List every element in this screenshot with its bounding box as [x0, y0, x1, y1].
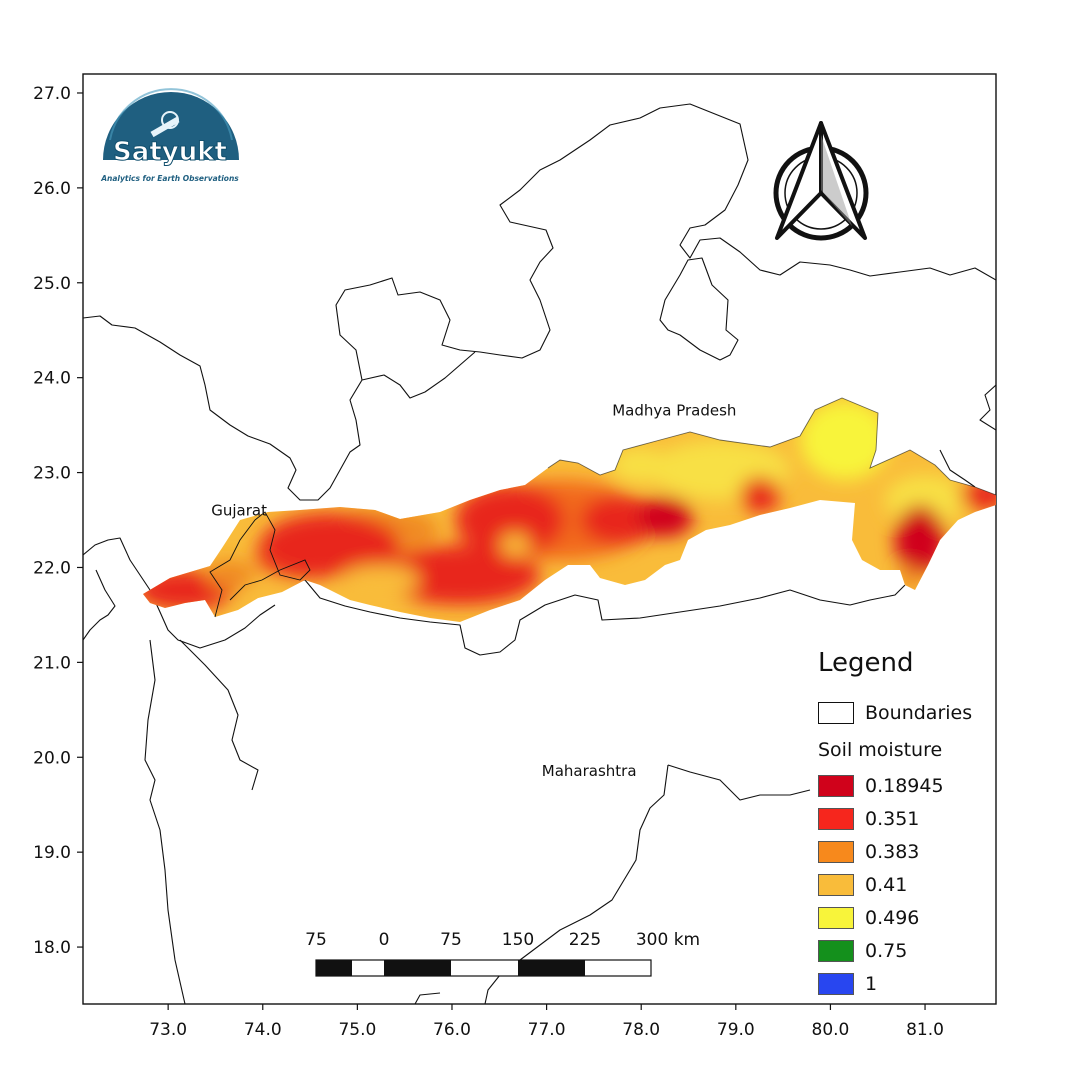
legend-classes: 0.18945 0.351 0.383 0.41 0.496 0.75 1: [818, 769, 998, 1000]
scale-segment: [384, 960, 451, 976]
y-tick-label: 21.0: [33, 653, 71, 673]
legend-class-label: 1: [865, 972, 878, 995]
legend-class-label: 0.351: [865, 807, 920, 830]
state-boundaries: [83, 103, 996, 1004]
legend-class-label: 0.18945: [865, 774, 944, 797]
x-tick-label: 78.0: [622, 1020, 660, 1040]
legend-title: Legend: [818, 648, 914, 678]
x-tick-label: 79.0: [717, 1020, 755, 1040]
legend-class-row: 0.383: [818, 835, 998, 868]
y-tick-label: 27.0: [33, 84, 71, 104]
place-label: Maharashtra: [542, 762, 637, 780]
place-labels: Gujarat Madhya Pradesh Maharashtra: [211, 402, 736, 781]
x-tick-label: 76.0: [433, 1020, 471, 1040]
y-tick-label: 19.0: [33, 843, 71, 863]
scale-label: 150: [502, 930, 534, 950]
y-axis: 27.0 26.0 25.0 24.0 23.0 22.0 21.0 20.0 19.0 18.0: [33, 84, 83, 958]
scale-segment: [316, 960, 352, 976]
x-tick-label: 77.0: [528, 1020, 566, 1040]
y-tick-label: 24.0: [33, 369, 71, 389]
y-tick-label: 18.0: [33, 938, 71, 958]
legend-class-row: 0.41: [818, 868, 998, 901]
legend-class-row: 0.496: [818, 901, 998, 934]
legend-class-row: 1: [818, 967, 998, 1000]
legend-swatch: [818, 972, 854, 995]
y-tick-label: 22.0: [33, 558, 71, 578]
x-tick-label: 73.0: [149, 1020, 187, 1040]
y-tick-label: 23.0: [33, 464, 71, 484]
x-tick-label: 74.0: [244, 1020, 282, 1040]
legend-class-label: 0.383: [865, 840, 920, 863]
x-axis: 73.0 74.0 75.0 76.0 77.0 78.0 79.0 80.0 81.0: [149, 1004, 944, 1040]
legend-swatch: [818, 840, 854, 863]
legend-class-row: 0.351: [818, 802, 998, 835]
legend-class-row: 0.18945: [818, 769, 998, 802]
legend-subtitle: Soil moisture: [818, 739, 943, 761]
y-tick-label: 26.0: [33, 179, 71, 199]
y-tick-label: 25.0: [33, 274, 71, 294]
scale-label: 0: [379, 930, 390, 950]
scale-bar: 75 0 75 150 225 300 km: [305, 930, 700, 977]
legend-class-row: 0.75: [818, 934, 998, 967]
legend-swatch: [818, 873, 854, 896]
boundary-swatch: [818, 701, 854, 724]
legend-boundaries-label: Boundaries: [865, 701, 973, 724]
x-tick-label: 81.0: [906, 1020, 944, 1040]
legend-class-label: 0.75: [865, 939, 908, 962]
internal-boundary: [209, 511, 311, 618]
legend-boundaries: Boundaries: [818, 696, 998, 729]
y-tick-label: 20.0: [33, 748, 71, 768]
logo-name: Satyukt: [113, 137, 227, 167]
legend: Legend Boundaries Soil moisture 0.18945 0…: [818, 646, 998, 1000]
place-label: Gujarat: [211, 501, 267, 519]
x-tick-label: 80.0: [812, 1020, 850, 1040]
north-arrow-icon: [773, 121, 869, 241]
legend-swatch: [818, 939, 854, 962]
legend-class-label: 0.41: [865, 873, 908, 896]
legend-swatch: [818, 774, 854, 797]
legend-swatch: [818, 807, 854, 830]
scale-label: 225: [569, 930, 601, 950]
logo-tagline: Analytics for Earth Observations: [100, 174, 239, 183]
scale-label: 75: [440, 930, 462, 950]
legend-class-label: 0.496: [865, 906, 920, 929]
scale-label: 300 km: [636, 930, 700, 950]
scale-label: 75: [305, 930, 327, 950]
scale-segment: [518, 960, 585, 976]
legend-swatch: [818, 906, 854, 929]
basin-boundary: [547, 397, 996, 496]
place-label: Madhya Pradesh: [612, 402, 736, 420]
satyukt-logo: Satyukt Analytics for Earth Observations: [100, 88, 239, 183]
x-tick-label: 75.0: [338, 1020, 376, 1040]
